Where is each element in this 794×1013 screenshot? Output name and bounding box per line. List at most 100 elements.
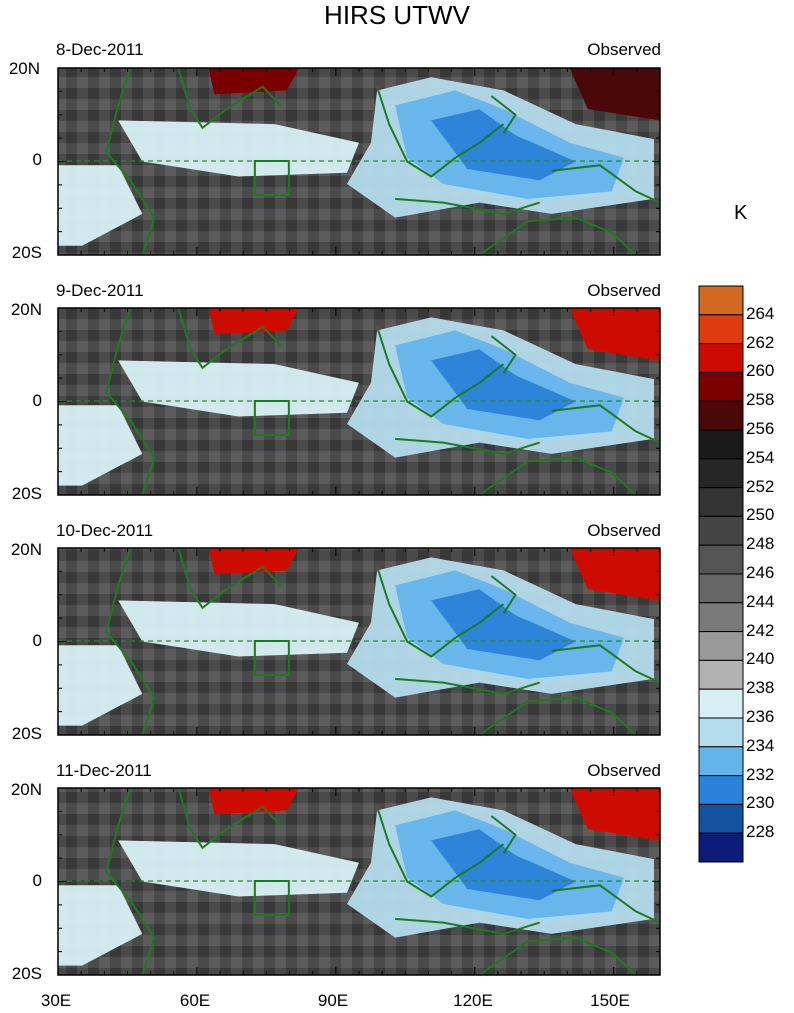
coastline (177, 67, 282, 130)
map-panel-4 (57, 787, 661, 976)
lat-label-0: 0 (32, 631, 42, 650)
coastline (395, 197, 540, 215)
dry-contour (569, 788, 660, 841)
lat-label-20s: 20S (11, 484, 42, 503)
colorbar-unit: K (734, 202, 748, 224)
colorbar-swatch (698, 631, 744, 661)
colorbar-tick-label: 254 (746, 447, 775, 467)
coastline (490, 95, 517, 134)
reference-box (253, 880, 290, 916)
panel-1-tag: Observed (587, 40, 661, 59)
colorbar-swatch (698, 400, 744, 431)
lat-label-0: 0 (32, 150, 42, 169)
lon-label-90e: 90E (317, 991, 349, 1010)
coastline (376, 86, 505, 178)
coastline (177, 547, 282, 610)
colorbar-swatch (698, 429, 744, 460)
panel-4-tag: Observed (587, 761, 661, 780)
coastline (395, 917, 540, 935)
moisture-contour (431, 109, 576, 181)
dry-contour (208, 548, 299, 575)
coastline (105, 787, 156, 976)
reference-box (253, 400, 290, 436)
colorbar-swatch (698, 717, 744, 748)
dry-contour (569, 308, 660, 361)
coastline (376, 806, 505, 898)
colorbar-tick-label: 256 (746, 419, 775, 438)
panel-3-date: 10-Dec-2011 (56, 521, 154, 540)
coastline (490, 335, 517, 374)
figure-title: HIRS UTWV (324, 0, 470, 30)
colorbar-swatch (698, 602, 744, 633)
coastline (105, 67, 156, 256)
map-panel-3 (57, 547, 661, 736)
reference-box (253, 640, 290, 676)
colorbar-tick-label: 252 (746, 476, 775, 496)
moisture-contour (118, 120, 359, 177)
lon-label-120e: 120E (453, 991, 493, 1010)
panel-2-tag: Observed (587, 281, 661, 300)
dry-contour (569, 68, 660, 121)
coastline (395, 437, 540, 455)
lat-label-0: 0 (32, 391, 42, 410)
lat-label-20s: 20S (11, 243, 42, 262)
colorbar-tick-label: 230 (746, 793, 775, 813)
coastline (105, 547, 156, 736)
moisture-contour (58, 645, 143, 726)
dry-contour (208, 308, 299, 335)
moisture-contour (58, 885, 143, 966)
lon-label-30e: 30E (40, 991, 72, 1010)
dry-contour (569, 548, 660, 601)
moisture-contour (58, 405, 143, 486)
coastline (478, 936, 637, 976)
coastline (376, 566, 505, 658)
coastline (376, 326, 505, 418)
moisture-contour (118, 840, 359, 897)
coastline (177, 307, 282, 370)
lat-label-20n: 20N (10, 540, 42, 559)
colorbar-tick-label: 258 (746, 390, 775, 410)
moisture-contour (118, 600, 359, 657)
colorbar-tick-label: 238 (746, 678, 775, 698)
coastline (490, 575, 517, 615)
colorbar-tick-label: 240 (746, 649, 775, 669)
colorbar-tick-label: 232 (746, 764, 775, 784)
lat-label-20n: 20N (10, 780, 42, 799)
coastline (395, 677, 540, 695)
lat-label-20s: 20S (11, 724, 42, 743)
colorbar-swatch (698, 515, 744, 546)
coastline (551, 404, 661, 444)
coastline (177, 787, 282, 850)
colorbar-tick-label: 250 (746, 505, 775, 525)
panel-1-date: 8-Dec-2011 (56, 40, 144, 59)
coastline (105, 307, 156, 496)
coastline (490, 815, 517, 855)
map-panel-2 (57, 307, 661, 496)
coastline (478, 456, 637, 496)
colorbar-swatch (698, 688, 744, 719)
coastline (478, 216, 637, 256)
colorbar-tick-label: 248 (746, 534, 775, 554)
panel-4-date: 11-Dec-2011 (56, 761, 152, 780)
colorbar-swatch (698, 371, 744, 402)
colorbar-swatch (698, 573, 744, 604)
coastline (478, 696, 637, 736)
colorbar-swatch (698, 343, 744, 373)
lat-label-20n: 20N (10, 300, 42, 319)
coastline (551, 884, 661, 924)
colorbar-tick-label: 228 (746, 822, 775, 842)
moisture-contour (118, 360, 359, 417)
panel-2-date: 9-Dec-2011 (56, 281, 144, 300)
colorbar-tick-label: 264 (746, 303, 775, 323)
coastline (551, 164, 661, 204)
colorbar-swatch (698, 487, 744, 517)
lat-label-20s: 20S (11, 964, 42, 983)
panel-3-tag: Observed (587, 521, 661, 540)
moisture-contour (431, 589, 576, 661)
colorbar-tick-label: 244 (746, 591, 775, 611)
colorbar-tick-label: 260 (746, 361, 775, 381)
lat-label-20n: 20N (8, 59, 40, 78)
colorbar-swatch (698, 832, 744, 863)
